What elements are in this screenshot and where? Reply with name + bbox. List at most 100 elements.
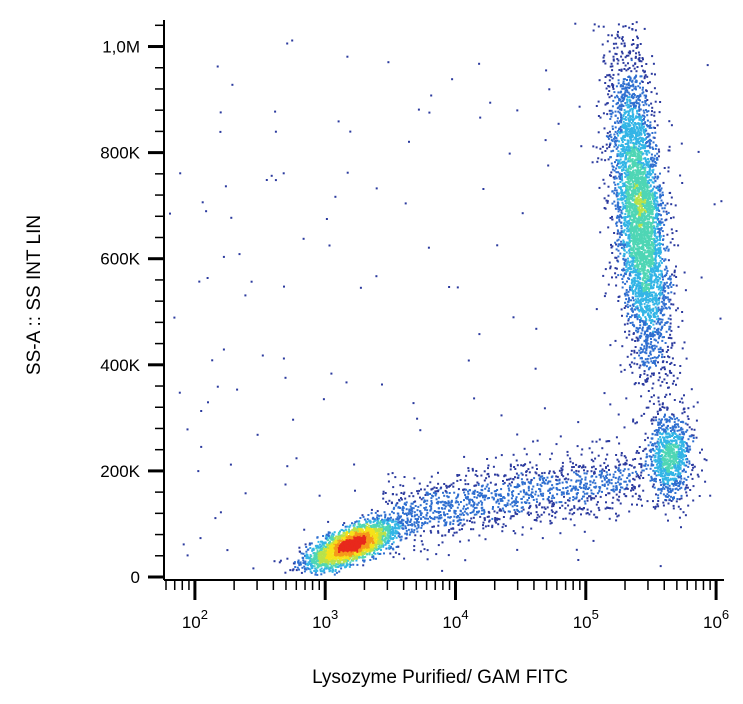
- data-point: [619, 155, 622, 158]
- data-point: [633, 67, 636, 70]
- data-point: [337, 561, 340, 564]
- data-point: [416, 513, 419, 516]
- data-point: [643, 132, 646, 135]
- data-point: [376, 543, 379, 546]
- data-point: [655, 322, 658, 325]
- data-point: [332, 569, 335, 572]
- data-point: [664, 258, 667, 261]
- data-point: [376, 537, 379, 540]
- data-point: [639, 166, 642, 169]
- data-point: [313, 565, 316, 568]
- data-point: [668, 145, 671, 148]
- data-point: [630, 107, 633, 110]
- data-point: [346, 544, 348, 547]
- data-point: [630, 349, 633, 352]
- data-point: [635, 232, 638, 235]
- data-point: [616, 201, 619, 204]
- data-point: [630, 118, 633, 121]
- data-point: [611, 202, 614, 205]
- data-point: [644, 74, 647, 77]
- data-point: [365, 542, 368, 545]
- data-point: [622, 39, 625, 42]
- data-point: [652, 330, 655, 333]
- data-point: [311, 560, 314, 563]
- data-point: [643, 168, 646, 171]
- data-point: [391, 543, 394, 546]
- data-point: [597, 115, 600, 117]
- data-point: [348, 525, 351, 528]
- data-point: [342, 547, 345, 550]
- data-point: [622, 105, 625, 107]
- data-point: [362, 524, 364, 526]
- data-point: [326, 565, 329, 568]
- data-point: [660, 187, 663, 190]
- data-point: [321, 563, 324, 566]
- data-point: [624, 166, 627, 169]
- data-point: [653, 356, 656, 359]
- data-point: [358, 543, 361, 546]
- data-point: [643, 118, 645, 120]
- data-point: [365, 546, 368, 549]
- data-point: [636, 37, 639, 40]
- data-point: [625, 271, 628, 273]
- data-point: [362, 544, 365, 547]
- data-point: [315, 545, 318, 548]
- data-point: [626, 261, 629, 264]
- data-point: [387, 518, 389, 521]
- data-point: [639, 364, 642, 367]
- data-point: [650, 346, 653, 349]
- data-point: [355, 520, 358, 523]
- data-point: [638, 113, 641, 116]
- data-point: [636, 95, 639, 97]
- data-point: [367, 533, 370, 536]
- data-point: [359, 556, 362, 559]
- data-point: [404, 520, 407, 523]
- data-point: [389, 533, 392, 536]
- data-point: [630, 289, 633, 292]
- data-point: [642, 140, 645, 143]
- data-point: [654, 234, 657, 237]
- data-point: [647, 368, 650, 371]
- data-point: [608, 261, 611, 264]
- data-point: [343, 522, 346, 525]
- data-point: [397, 535, 400, 538]
- data-point: [328, 531, 331, 534]
- data-point: [313, 554, 316, 557]
- data-point: [354, 553, 357, 556]
- data-point: [332, 544, 335, 547]
- data-point: [330, 535, 333, 538]
- data-point: [342, 538, 345, 541]
- data-point: [624, 204, 627, 207]
- data-point: [321, 555, 324, 558]
- data-point: [396, 532, 399, 535]
- data-point: [641, 326, 644, 329]
- data-point: [665, 393, 668, 396]
- data-point: [632, 277, 635, 280]
- data-point: [661, 366, 664, 369]
- data-point: [620, 143, 623, 146]
- data-point: [659, 269, 662, 272]
- data-point: [319, 551, 322, 553]
- data-point: [663, 259, 666, 262]
- data-point: [375, 540, 378, 543]
- data-point: [642, 222, 645, 225]
- data-point: [632, 188, 635, 191]
- data-point: [366, 523, 369, 526]
- data-point: [651, 300, 654, 303]
- data-point: [381, 525, 384, 528]
- data-point: [638, 149, 641, 152]
- data-point: [621, 201, 624, 204]
- data-point: [651, 238, 654, 241]
- data-point: [643, 347, 646, 350]
- data-point: [334, 541, 337, 544]
- data-point: [602, 112, 605, 115]
- data-point: [673, 292, 676, 295]
- data-point: [625, 83, 628, 86]
- data-point: [356, 526, 359, 529]
- data-point: [391, 531, 394, 533]
- data-point: [355, 531, 358, 534]
- data-point: [641, 144, 644, 147]
- data-point: [370, 512, 373, 515]
- data-point: [353, 523, 356, 526]
- data-point: [685, 357, 688, 360]
